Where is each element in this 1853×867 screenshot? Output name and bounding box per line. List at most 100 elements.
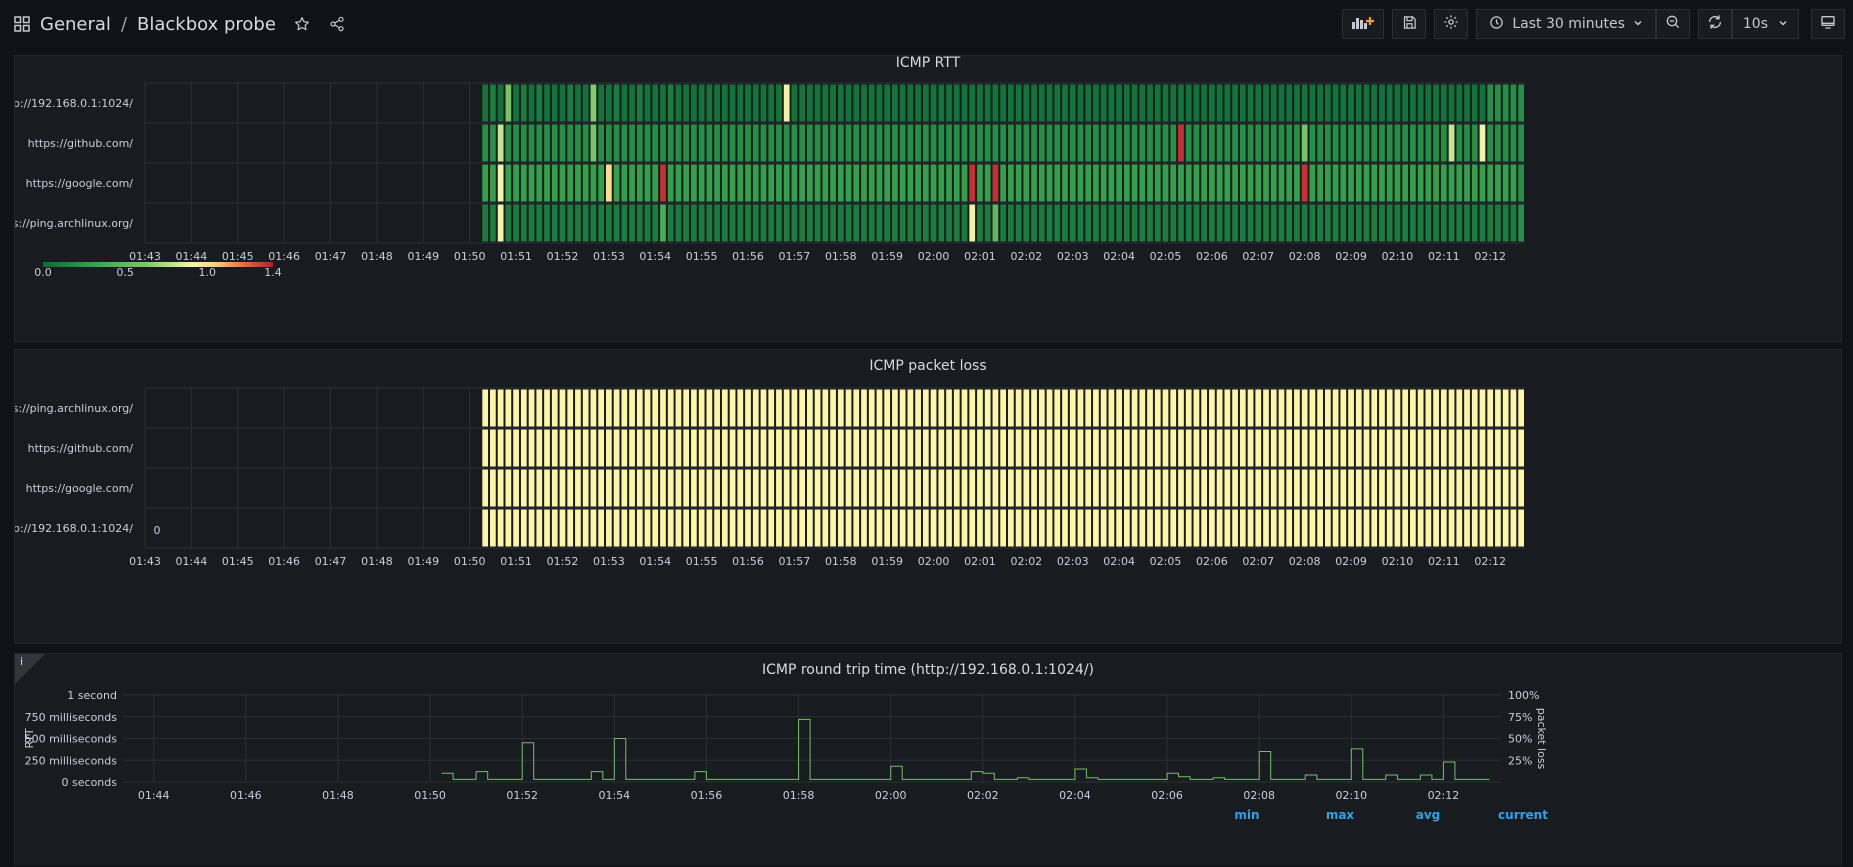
heatmap-cell — [899, 509, 906, 547]
heatmap-cell — [590, 84, 597, 122]
heatmap-cell — [760, 429, 767, 467]
heatmap-cell — [1031, 509, 1037, 547]
data-point — [1356, 748, 1357, 749]
data-point — [504, 779, 505, 780]
refresh-button[interactable] — [1697, 9, 1732, 39]
x-tick-label: 01:58 — [825, 555, 857, 568]
heatmap-cell — [930, 124, 937, 162]
rtt-heatmap[interactable]: http://192.168.0.1:1024/https://github.c… — [15, 56, 1843, 343]
heatmap-cell — [1255, 469, 1262, 507]
heatmap-cell — [706, 124, 713, 162]
heatmap-cell — [1278, 164, 1285, 202]
refresh-interval-picker[interactable]: 10s — [1731, 9, 1799, 39]
heatmap-cell — [853, 204, 860, 242]
heatmap-cell — [1108, 164, 1115, 202]
heatmap-cell — [1139, 164, 1146, 202]
heatmap-cell — [1147, 84, 1153, 122]
apps-icon[interactable] — [14, 16, 30, 32]
legend-tick-label: 0 — [154, 524, 161, 537]
heatmap-cell — [1023, 164, 1030, 202]
heatmap-cell — [660, 124, 666, 162]
heatmap-cell — [830, 389, 836, 427]
share-icon[interactable] — [329, 16, 345, 32]
heatmap-cell — [714, 84, 720, 122]
heatmap-cell — [1000, 509, 1007, 547]
heatmap-cell — [1123, 124, 1130, 162]
heatmap-cell — [598, 509, 604, 547]
heatmap-cell — [1224, 204, 1231, 242]
heatmap-cell — [1031, 429, 1037, 467]
breadcrumb-folder[interactable]: General — [40, 13, 111, 35]
heatmap-cell — [1448, 469, 1455, 507]
heatmap-cell — [1000, 389, 1007, 427]
panel-icmp-packet-loss[interactable]: ICMP packet loss https://ping.archlinux.… — [14, 349, 1842, 644]
view-mode-button[interactable] — [1811, 9, 1845, 39]
data-point — [804, 719, 805, 720]
panel-title[interactable]: ICMP RTT — [895, 55, 961, 71]
heatmap-cell — [822, 429, 829, 467]
data-point — [723, 779, 724, 780]
heatmap-cell — [559, 429, 566, 467]
heatmap-cell — [714, 389, 720, 427]
x-tick-label: 02:11 — [1428, 250, 1460, 263]
heatmap-cell — [644, 204, 651, 242]
heatmap-cell — [1309, 164, 1316, 202]
heatmap-cell — [1456, 389, 1463, 427]
rtt-time-series[interactable]: 0 seconds 250 milliseconds 500 millisecond… — [15, 654, 1843, 867]
heatmap-cell — [1410, 429, 1416, 467]
heatmap-cell — [706, 164, 713, 202]
heatmap-cell — [1031, 164, 1037, 202]
heatmap-cell — [899, 429, 906, 467]
heatmap-cell — [575, 164, 581, 202]
star-icon[interactable] — [294, 16, 310, 32]
heatmap-cell — [799, 429, 806, 467]
legend-tick-label: 0.0 — [34, 266, 52, 279]
dashboard-settings-button[interactable] — [1434, 9, 1469, 39]
heatmap-cell — [1324, 124, 1331, 162]
panel-title[interactable]: ICMP round trip time (http://192.168.0.1… — [761, 662, 1094, 678]
heatmap-cell — [721, 164, 728, 202]
y2-tick-label: 100% — [1508, 689, 1539, 702]
heatmap-cell — [613, 389, 620, 427]
data-point — [470, 779, 471, 780]
heatmap-cell — [1008, 164, 1014, 202]
heatmap-cell — [984, 509, 991, 547]
add-panel-button[interactable] — [1342, 9, 1385, 39]
heatmap-cell — [636, 204, 643, 242]
heatmap-cell — [505, 84, 512, 122]
heatmap-cell — [1000, 164, 1007, 202]
heatmap-cell — [861, 164, 867, 202]
time-picker-button[interactable]: Last 30 minutes — [1476, 9, 1656, 39]
dashboard-title[interactable]: Blackbox probe — [137, 13, 276, 35]
heatmap-cell — [1147, 469, 1153, 507]
heatmap-cell — [1464, 509, 1470, 547]
heatmap-cell — [1100, 84, 1107, 122]
panel-icmp-round-trip-time[interactable]: i ICMP round trip time (http://192.168.0… — [14, 653, 1842, 866]
save-dashboard-button[interactable] — [1392, 9, 1427, 39]
heatmap-cell — [938, 389, 945, 427]
heatmap-cell — [629, 124, 635, 162]
heatmap-cell — [837, 124, 844, 162]
heatmap-cell — [1355, 124, 1362, 162]
heatmap-cell — [559, 84, 566, 122]
packet-loss-heatmap[interactable]: https://ping.archlinux.org/https://githu… — [15, 350, 1843, 645]
heatmap-cell — [884, 509, 891, 547]
heatmap-cell — [752, 84, 759, 122]
heatmap-cell — [837, 84, 844, 122]
heatmap-cell — [1123, 204, 1130, 242]
heatmap-cell — [946, 389, 952, 427]
heatmap-cell — [559, 389, 566, 427]
panel-title[interactable]: ICMP packet loss — [869, 358, 987, 374]
heatmap-cell — [1502, 469, 1509, 507]
zoom-out-button[interactable] — [1655, 9, 1690, 39]
heatmap-cell — [1139, 204, 1146, 242]
panel-icmp-rtt[interactable]: ICMP RTT http://192.168.0.1:1024/https:/… — [14, 55, 1842, 342]
info-icon[interactable]: i — [20, 655, 24, 668]
data-point — [573, 779, 574, 780]
heatmap-cell — [1348, 389, 1354, 427]
heatmap-cell — [497, 469, 504, 507]
x-tick-label: 01:53 — [593, 555, 625, 568]
heatmap-cell — [1054, 469, 1061, 507]
heatmap-cell — [1247, 84, 1254, 122]
heatmap-cell — [1371, 164, 1378, 202]
